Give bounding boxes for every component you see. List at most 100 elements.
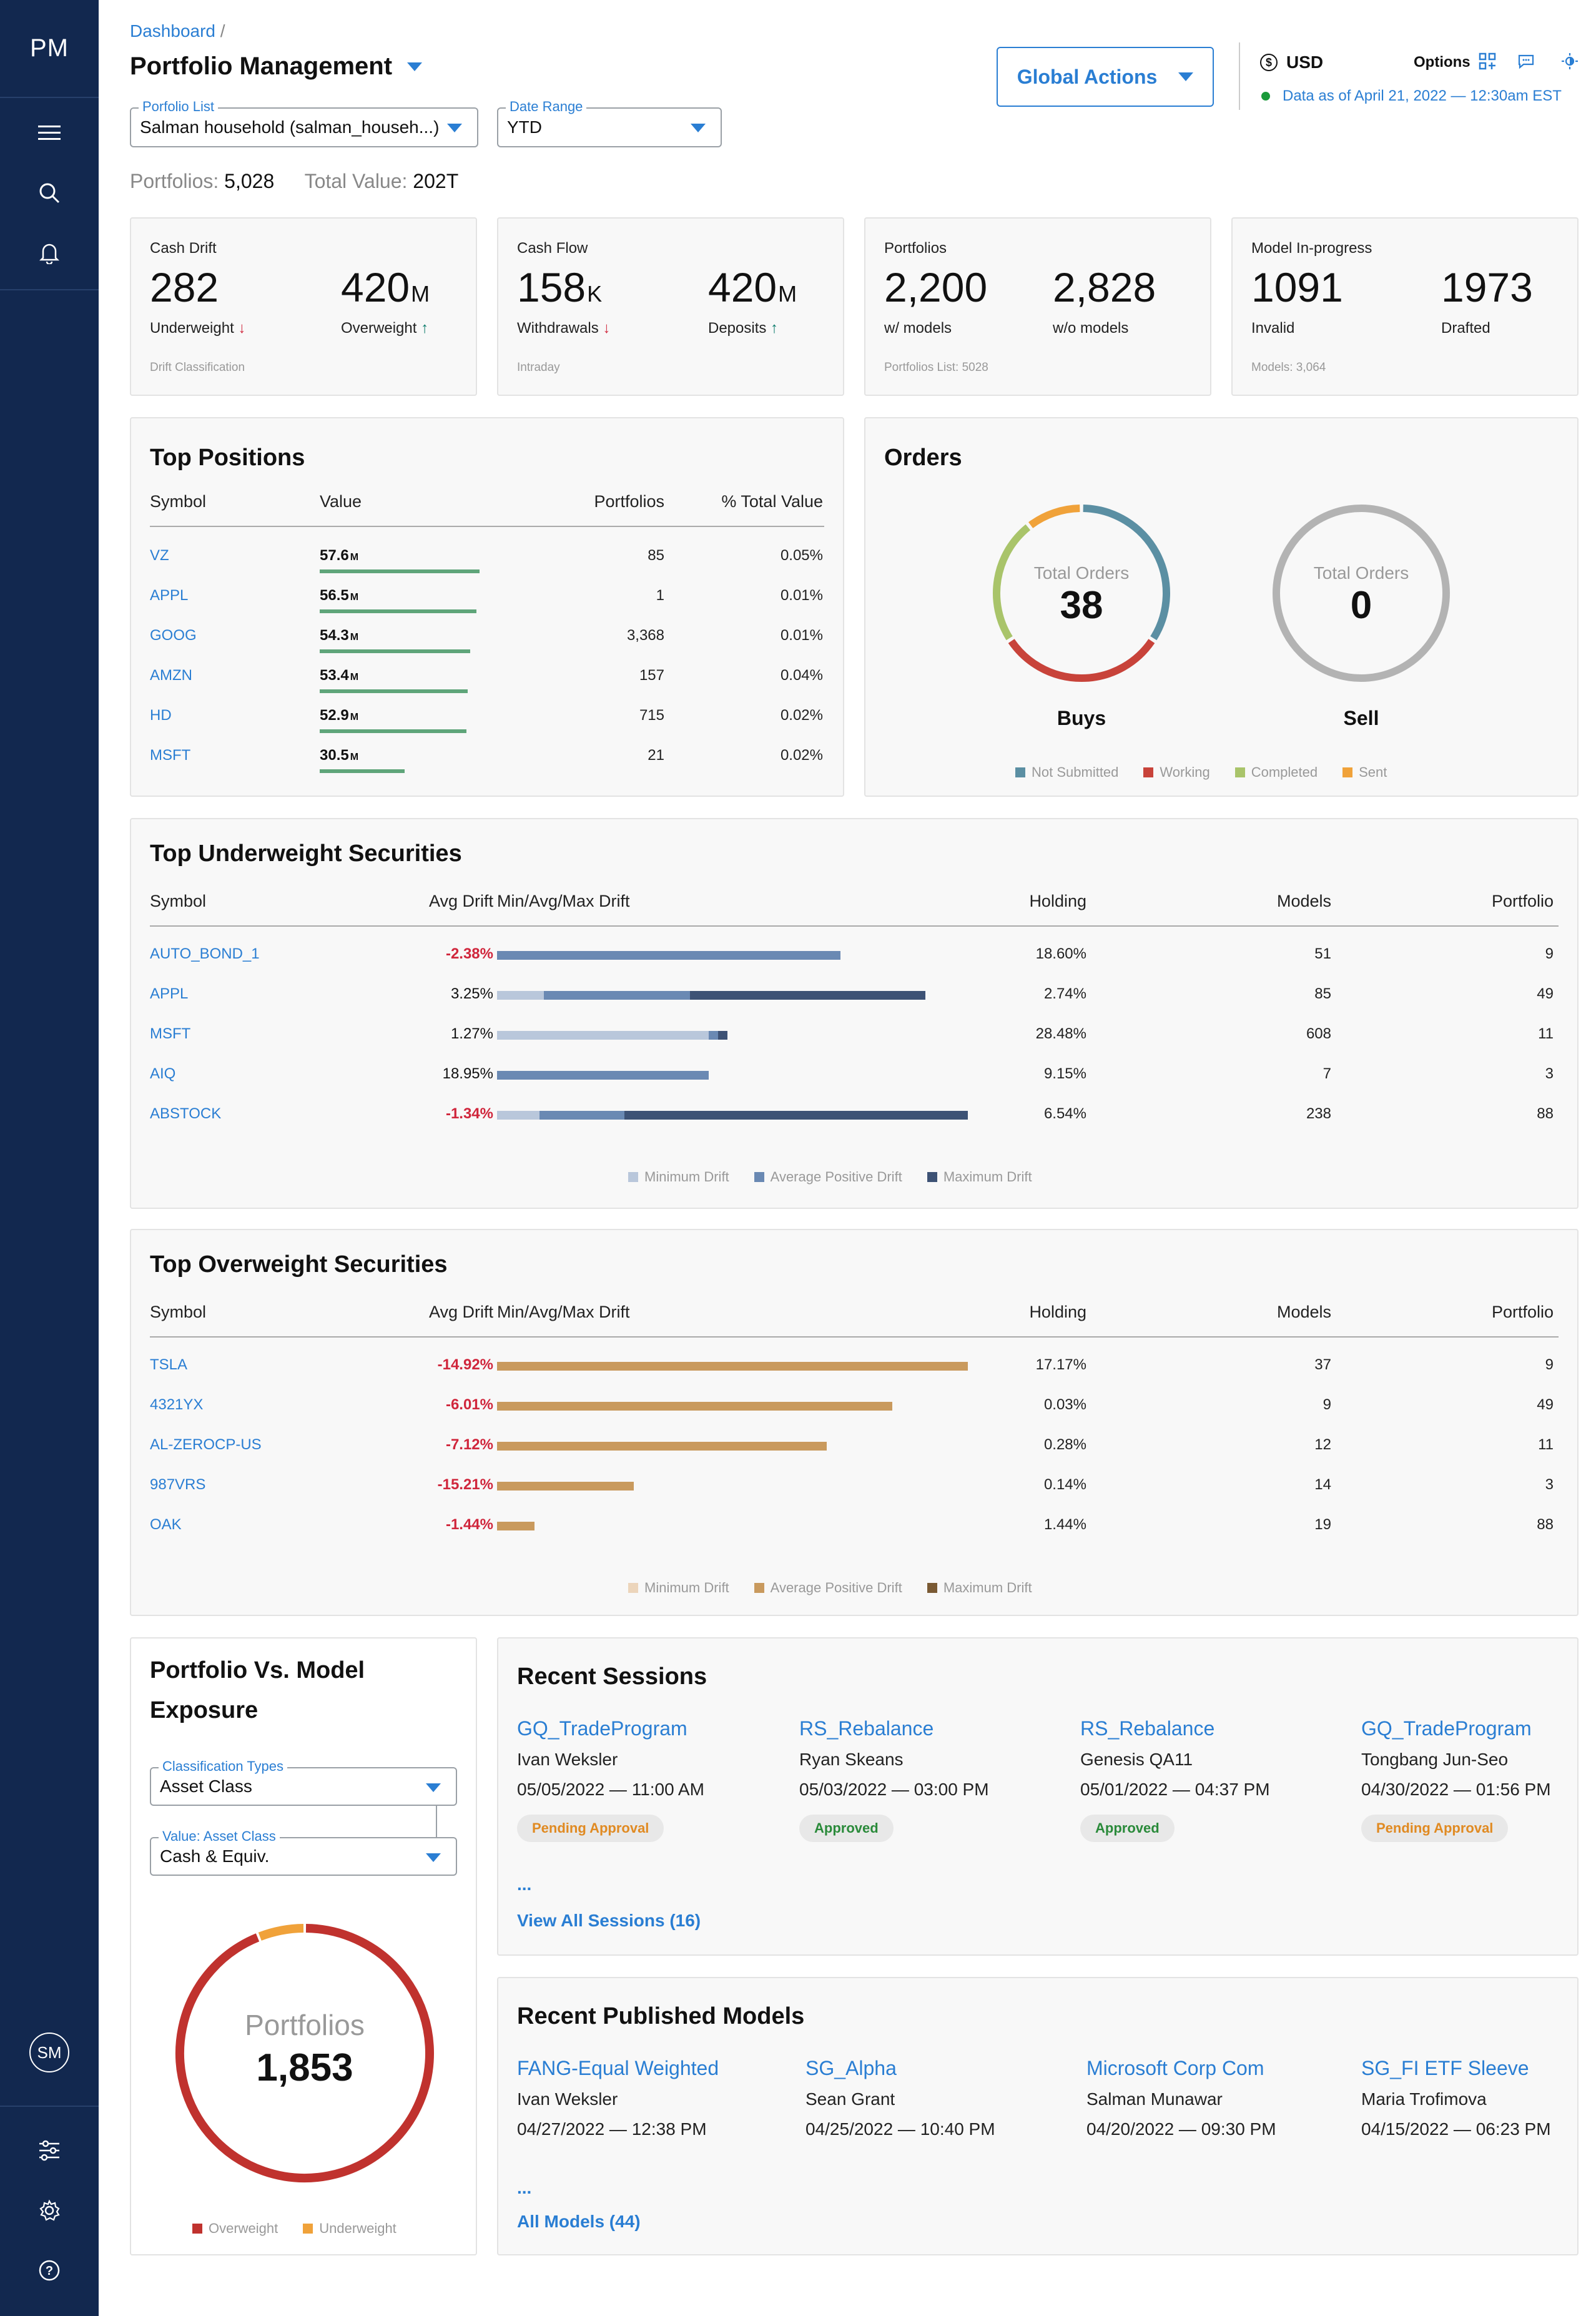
drift-symbol-link[interactable]: 987VRS: [150, 1476, 206, 1493]
all-models-link[interactable]: All Models (44): [517, 2212, 641, 2231]
sliders-icon[interactable]: [34, 2136, 64, 2166]
chat-icon[interactable]: [1516, 51, 1536, 71]
drift-symbol-link[interactable]: OAK: [150, 1516, 182, 1533]
position-symbol-link[interactable]: AMZN: [150, 667, 192, 684]
position-portfolios: 715: [639, 707, 664, 724]
model-name-link[interactable]: SG_FI ETF Sleeve: [1361, 2057, 1529, 2079]
recent-models-title: Recent Published Models: [517, 2003, 805, 2029]
col-symbol: Symbol: [150, 1303, 207, 1321]
orders-buys-segment: [1083, 505, 1170, 641]
chevron-down-icon: [1178, 72, 1194, 81]
top-positions-title: Top Positions: [150, 445, 305, 471]
session-name-link[interactable]: RS_Rebalance: [1080, 1717, 1215, 1740]
avg-drift-value: 18.95%: [442, 1065, 493, 1082]
position-pct-total: 0.01%: [780, 627, 823, 644]
drift-symbol-link[interactable]: TSLA: [150, 1356, 188, 1373]
portfolio-value: 88: [1537, 1105, 1554, 1122]
bell-icon[interactable]: [34, 238, 64, 268]
drift-symbol-link[interactable]: AL-ZEROCP-US: [150, 1436, 262, 1453]
legend-item: Completed: [1234, 764, 1318, 781]
drift-symbol-link[interactable]: APPL: [150, 985, 189, 1002]
position-value-unit: M: [350, 752, 359, 762]
kpi-title: Portfolios: [884, 240, 947, 257]
portfolio-value: 3: [1545, 1065, 1554, 1082]
theme-toggle-icon[interactable]: [1560, 51, 1580, 71]
orders-buys-segment: [1028, 505, 1080, 528]
portfolio-summary: Portfolios: 5,028 Total Value: 202T: [130, 170, 483, 193]
session-name-link[interactable]: GQ_TradeProgram: [517, 1717, 687, 1740]
app-logo[interactable]: PM: [0, 0, 99, 98]
drift-symbol-link[interactable]: MSFT: [150, 1025, 191, 1042]
models-ellipsis[interactable]: ...: [517, 2178, 532, 2197]
user-avatar[interactable]: SM: [29, 2033, 69, 2072]
orders-card: Orders Total Orders 38 Buys Total Orders…: [864, 417, 1579, 797]
buys-label[interactable]: Buys: [1057, 707, 1106, 729]
position-value-number: 57.6: [320, 547, 349, 564]
drift-symbol-link[interactable]: AIQ: [150, 1065, 176, 1082]
kpi-card-cash-drift[interactable]: Cash Drift 282 420M Underweight ↓ Overwe…: [130, 217, 477, 396]
position-symbol-link[interactable]: APPL: [150, 587, 189, 604]
model-name-link[interactable]: Microsoft Corp Com: [1086, 2057, 1264, 2079]
session-name-link[interactable]: RS_Rebalance: [799, 1717, 934, 1740]
arrow-up-icon: ↑: [771, 320, 779, 337]
session-name-link[interactable]: GQ_TradeProgram: [1361, 1717, 1532, 1740]
drift-symbol-link[interactable]: ABSTOCK: [150, 1105, 222, 1122]
position-symbol-link[interactable]: GOOG: [150, 627, 197, 644]
page-title-dropdown[interactable]: Portfolio Management: [130, 52, 423, 81]
top-positions-card: Top Positions Symbol Value Portfolios % …: [130, 417, 844, 797]
session-date: 05/05/2022 — 11:00 AM: [517, 1780, 704, 1799]
position-symbol-link[interactable]: VZ: [150, 547, 169, 564]
kpi-title: Cash Drift: [150, 240, 217, 257]
kpi-label-b: w/o models: [1053, 320, 1129, 337]
kpi-value-b: 1973: [1441, 264, 1533, 310]
search-icon[interactable]: [34, 178, 64, 208]
orders-buys-segment: [1008, 639, 1155, 682]
position-symbol-link[interactable]: MSFT: [150, 747, 191, 764]
currency-selector[interactable]: $ USD: [1260, 52, 1323, 72]
date-range-value: YTD: [507, 117, 542, 137]
menu-icon[interactable]: [34, 118, 64, 148]
view-all-sessions-link[interactable]: View All Sessions (16): [517, 1911, 701, 1930]
position-pct-total: 0.01%: [780, 587, 823, 604]
model-name-link[interactable]: FANG-Equal Weighted: [517, 2057, 719, 2079]
qr-grid-icon[interactable]: [1477, 51, 1497, 71]
buys-center-label: Total Orders: [1033, 563, 1130, 583]
model-name-link[interactable]: SG_Alpha: [805, 2057, 897, 2079]
legend-item: Average Positive Drift: [754, 1580, 902, 1596]
breadcrumb: Dashboard /: [130, 21, 225, 41]
kpi-value-a: 2,200: [884, 264, 988, 310]
sessions-ellipsis[interactable]: ...: [517, 1875, 532, 1894]
session-date: 05/01/2022 — 04:37 PM: [1080, 1780, 1270, 1799]
portfolios-count-value: 5,028: [224, 170, 275, 192]
classification-type-select[interactable]: Classification Types Asset Class: [150, 1758, 457, 1806]
kpi-card-portfolios[interactable]: Portfolios 2,200 2,828 w/ models w/o mod…: [864, 217, 1211, 396]
portfolio-list-select[interactable]: Porfolio List Salman household (salman_h…: [130, 99, 478, 147]
global-actions-button[interactable]: Global Actions: [997, 47, 1214, 107]
min-drift-bar: [497, 1031, 709, 1040]
models-value: 19: [1314, 1516, 1331, 1533]
drift-symbol-link[interactable]: AUTO_BOND_1: [150, 945, 260, 962]
legend-label: Minimum Drift: [644, 1580, 729, 1595]
exposure-underweight-arc: [258, 1924, 304, 1941]
header-divider: [1239, 42, 1240, 110]
breadcrumb-dashboard[interactable]: Dashboard: [130, 21, 215, 41]
kpi-card-cash-flow[interactable]: Cash Flow 158K 420M Withdrawals ↓ Deposi…: [497, 217, 844, 396]
sell-label[interactable]: Sell: [1343, 707, 1379, 729]
legend-item: Working: [1143, 764, 1210, 781]
position-value-unit: M: [350, 712, 359, 722]
legend-swatch: [303, 2224, 313, 2234]
col-avg-drift: Avg Drift: [428, 1303, 493, 1321]
drift-symbol-link[interactable]: 4321YX: [150, 1396, 204, 1413]
col-avg-drift: Avg Drift: [428, 892, 493, 910]
kpi-title: Cash Flow: [517, 240, 588, 257]
breadcrumb-separator: /: [220, 21, 225, 41]
asset-class-value-select[interactable]: Value: Asset Class Cash & Equiv.: [150, 1828, 457, 1876]
position-value-unit: M: [350, 632, 359, 643]
position-symbol-link[interactable]: HD: [150, 707, 172, 724]
help-icon[interactable]: ?: [34, 2255, 64, 2285]
kpi-card-model-in-progress[interactable]: Model In-progress 1091 1973 Invalid Draf…: [1231, 217, 1579, 396]
arrow-down-icon: ↓: [603, 320, 611, 337]
date-range-select[interactable]: Date Range YTD: [497, 99, 722, 147]
gear-icon[interactable]: [34, 2195, 64, 2225]
orders-legend: Not Submitted Working Completed Sent: [1015, 764, 1387, 781]
